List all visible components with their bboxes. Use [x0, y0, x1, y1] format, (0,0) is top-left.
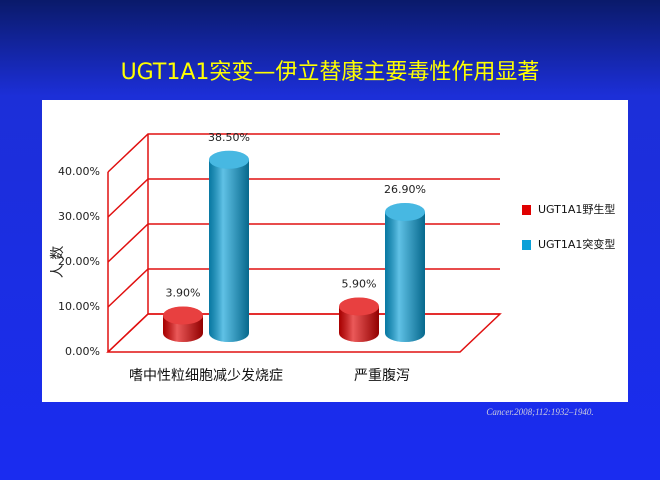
grid-line — [107, 268, 500, 308]
grid-line — [107, 133, 500, 173]
bar-top — [339, 297, 379, 316]
grid-line — [107, 178, 500, 218]
bar-shade — [385, 211, 425, 342]
bar-top — [163, 306, 203, 325]
bar — [385, 202, 425, 342]
chart-panel — [42, 100, 628, 402]
bar-shade — [339, 306, 379, 342]
value-label: 26.90% — [384, 183, 426, 196]
y-axis-label: 人 数 — [50, 246, 66, 278]
y-tick-label: 40.00% — [58, 165, 100, 178]
bar-top-light — [209, 150, 249, 169]
legend-swatch — [522, 240, 531, 250]
bar — [209, 150, 249, 342]
legend-label: UGT1A1突变型 — [538, 237, 615, 251]
x-tick-label: 嗜中性粒细胞减少发烧症 — [129, 368, 283, 384]
bar-top-light — [163, 306, 203, 325]
bar — [163, 306, 203, 342]
y-tick-label: 30.00% — [58, 210, 100, 223]
y-tick-label: 0.00% — [65, 345, 100, 358]
y-tick-label: 20.00% — [58, 255, 100, 268]
legend-label: UGT1A1野生型 — [538, 202, 615, 216]
value-label: 38.50% — [208, 131, 250, 144]
grid-line — [107, 313, 500, 353]
legend-swatch — [522, 205, 531, 215]
value-label: 5.90% — [342, 277, 377, 290]
chart: 0.00% 10.00% 20.00% 30.00% 40.00% 人 数嗜中性粒细胞减少… — [50, 131, 615, 384]
bar-shade — [209, 159, 249, 342]
value-label: 3.90% — [166, 286, 201, 299]
bar — [339, 297, 379, 342]
x-tick-label: 严重腹泻 — [354, 367, 410, 384]
slide-title: UGT1A1突变—伊立替康主要毒性作用显著 — [121, 60, 540, 85]
grid-line — [107, 223, 500, 263]
bar-top-light — [385, 202, 425, 221]
y-tick-label: 10.00% — [58, 300, 100, 313]
bar-top — [209, 150, 249, 169]
bar-top — [385, 202, 425, 221]
citation: Cancer.2008;112:1932–1940. — [486, 407, 593, 417]
bar-top-light — [339, 297, 379, 316]
